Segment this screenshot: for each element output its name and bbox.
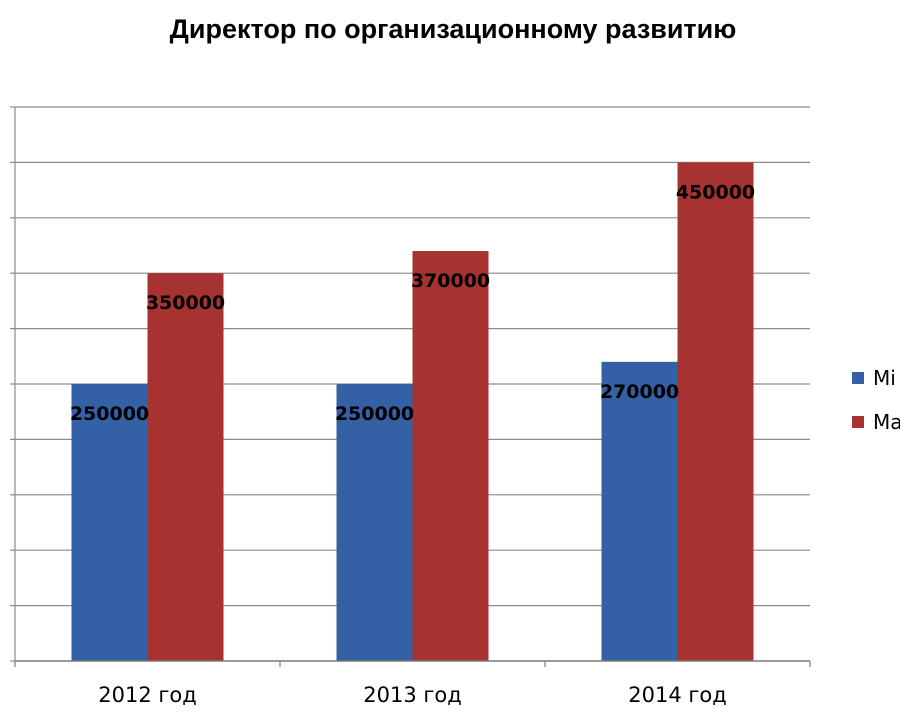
data-label: 350000 — [146, 292, 225, 314]
axes — [10, 106, 811, 667]
data-label: 370000 — [411, 270, 490, 292]
x-tick-labels: 2012 год 2013 год 2014 год — [98, 683, 727, 707]
bar-ma-0 — [147, 273, 224, 661]
bar-ma-1 — [412, 251, 489, 662]
legend-label: Ma — [873, 410, 900, 434]
data-labels: 250000 250000 270000 350000 370000 450000 — [70, 181, 755, 425]
data-label: 270000 — [600, 381, 679, 403]
x-tick-label: 2014 год — [628, 683, 727, 707]
data-label: 250000 — [70, 403, 149, 425]
x-tick-label: 2012 год — [98, 683, 197, 707]
bars — [71, 162, 754, 662]
legend: Mi Ma — [852, 366, 900, 434]
bar-mi-0 — [71, 384, 148, 661]
bar-mi-1 — [336, 384, 413, 661]
bar-mi-2 — [601, 361, 678, 661]
data-label: 250000 — [335, 403, 414, 425]
chart-title: Директор по организационному развитию — [170, 14, 737, 44]
legend-swatch — [852, 372, 864, 384]
legend-label: Mi — [873, 366, 896, 390]
bar-ma-2 — [677, 162, 754, 661]
x-tick-label: 2013 год — [363, 683, 462, 707]
legend-swatch — [852, 416, 864, 428]
data-label: 450000 — [676, 181, 755, 203]
